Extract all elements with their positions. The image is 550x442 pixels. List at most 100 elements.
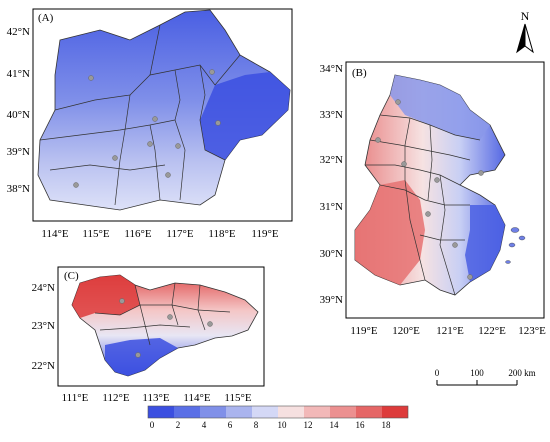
island [510,227,520,233]
panel-b-blue-north [390,75,490,140]
legend-border [147,405,409,419]
station-marker [375,137,381,143]
station-marker [73,182,79,188]
panel-a-dark-zone [200,72,290,160]
lat-tick: 34°N [320,63,343,75]
station-marker [88,75,94,81]
station-marker [167,314,173,320]
lon-tick: 117°E [166,228,193,240]
panel-a-lat-axis: 42°N 41°N 40°N 39°N 38°N [7,26,30,195]
scale-bar-label: 0 [435,368,440,378]
lat-tick: 24°N [32,282,55,294]
station-marker [215,120,221,126]
panel-c-label: (C) [64,270,79,282]
lon-tick: 122°E [478,325,506,337]
station-marker [452,242,458,248]
north-arrow: N [516,9,534,54]
lat-tick: 38°N [7,183,30,195]
north-arrow-left [516,23,526,54]
lat-tick: 39°N [7,146,30,158]
lat-tick: 22°N [32,360,55,372]
station-marker [434,177,440,183]
lat-tick: 42°N [7,26,30,38]
panel-c-lon-axis: 111°E 112°E 113°E 114°E 115°E [62,392,252,404]
panel-c-lat-axis: 24°N 23°N 22°N [32,282,55,372]
panel-c: (C) 24°N 23°N 22°N 111°E 112°E 113°E 114… [32,266,265,404]
lat-tick: 32°N [320,154,343,166]
legend-swatch [252,406,278,418]
lon-tick: 115°E [224,392,251,404]
panel-a-lon-axis: 114°E 115°E [41,228,109,240]
panel-b-blue-east [465,205,505,282]
island [505,260,511,264]
lon-tick: 113°E [142,392,169,404]
station-marker [207,321,213,327]
lat-tick: 30°N [320,248,343,260]
legend-tick: 4 [202,420,207,430]
station-marker [135,352,141,358]
panel-a: (A) 42°N 41°N 40°N 39°N 38°N 114°E 115°E [7,8,293,240]
panel-c-boundaries [94,282,231,346]
panel-b-islands [505,227,526,264]
panel-a-stations [73,69,221,188]
panel-b-stations [375,99,484,280]
lon-tick: 111°E [62,392,89,404]
legend-tick: 8 [254,420,259,430]
legend-tick: 0 [150,420,155,430]
legend-tick: 2 [176,420,181,430]
panel-b-lat-axis: 34°N 33°N 32°N 31°N 30°N 39°N [320,63,343,306]
lat-tick: 39°N [320,294,343,306]
scale-bar-label: 100 [470,368,484,378]
panel-a-lon-axis-right: 116°E 117°E 118°E 119°E [124,228,278,240]
station-marker [425,211,431,217]
lon-tick: 119°E [251,228,278,240]
panel-a-label: (A) [38,12,54,24]
lon-tick: 114°E [183,392,210,404]
station-marker [467,274,473,280]
panel-a-boundaries [39,24,241,206]
station-marker [478,170,484,176]
lon-tick: 114°E [41,228,68,240]
legend-swatch [304,406,330,418]
legend-swatch [200,406,226,418]
station-marker [147,141,153,147]
legend-swatch [174,406,200,418]
legend-tick: 16 [356,420,366,430]
panel-b-boundaries [365,114,481,296]
lon-tick: 118°E [208,228,235,240]
station-marker [401,161,407,167]
panel-c-red-zone [72,275,140,318]
island [518,235,526,241]
lat-tick: 31°N [320,201,343,213]
color-legend: 0 2 4 6 8 10 12 14 16 18 [147,405,409,430]
legend-tick: 6 [228,420,233,430]
legend-swatch [226,406,252,418]
lon-tick: 120°E [392,325,420,337]
north-letter: N [521,9,530,23]
station-marker [209,69,215,75]
panel-c-stations [119,298,213,358]
north-arrow-right [524,23,534,54]
station-marker [395,99,401,105]
lon-tick: 116°E [124,228,151,240]
lat-tick: 40°N [7,109,30,121]
panel-b: (B) 34°N 33°N 32°N 31°N 30°N 39°N 119°E … [320,61,546,337]
lat-tick: 33°N [320,109,343,121]
legend-tick: 18 [382,420,392,430]
scale-bar-label: 200 km [508,368,535,378]
legend-tick: 12 [304,420,313,430]
scale-bar: 0 100 200 km [435,368,536,386]
panel-b-label: (B) [352,67,367,79]
lon-tick: 121°E [436,325,464,337]
station-marker [152,116,158,122]
legend-tick: 10 [278,420,288,430]
legend-swatch [356,406,382,418]
station-marker [165,172,171,178]
panel-b-lon-axis: 119°E 120°E 121°E 122°E 123°E [350,325,546,337]
panel-c-blue-zone [105,338,178,376]
legend-swatch [330,406,356,418]
station-marker [112,155,118,161]
lon-tick: 123°E [518,325,546,337]
lon-tick: 115°E [82,228,109,240]
